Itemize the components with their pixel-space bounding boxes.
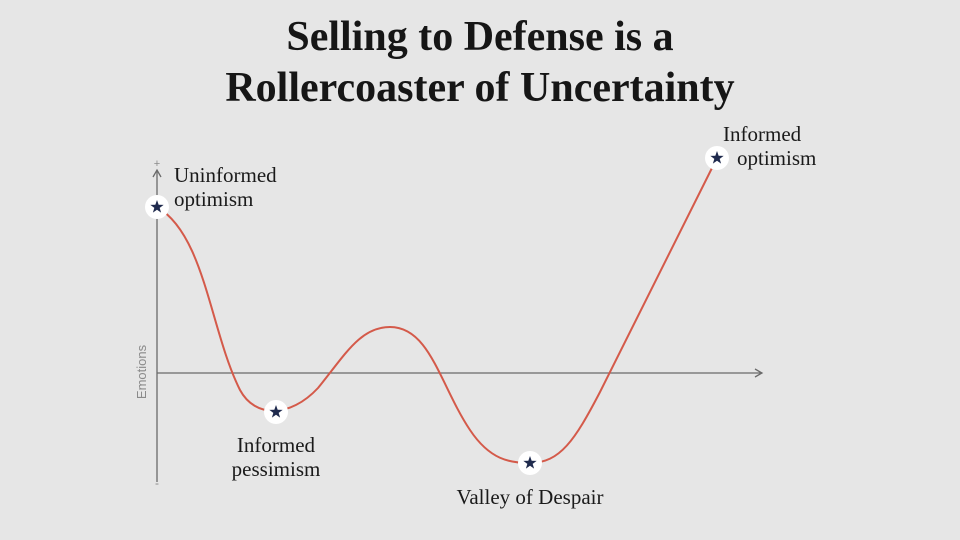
y-top-label: + — [154, 158, 160, 170]
axes — [152, 168, 764, 482]
y-arrow — [152, 168, 162, 178]
title-line: Rollercoaster of Uncertainty — [225, 65, 734, 111]
point-label: Uninformed — [174, 163, 277, 187]
title-line: Selling to Defense is a — [286, 14, 673, 60]
markers — [145, 146, 729, 475]
point-label: Informed — [237, 433, 316, 457]
y-bottom-label: - — [155, 476, 159, 490]
point-label: optimism — [737, 146, 816, 170]
x-arrow — [754, 368, 764, 378]
y-axis-label: Emotions — [134, 344, 149, 399]
point-label: Valley of Despair — [457, 485, 604, 509]
point-label: pessimism — [232, 457, 321, 481]
point-label: Informed — [723, 122, 802, 146]
point-label: optimism — [174, 187, 253, 211]
